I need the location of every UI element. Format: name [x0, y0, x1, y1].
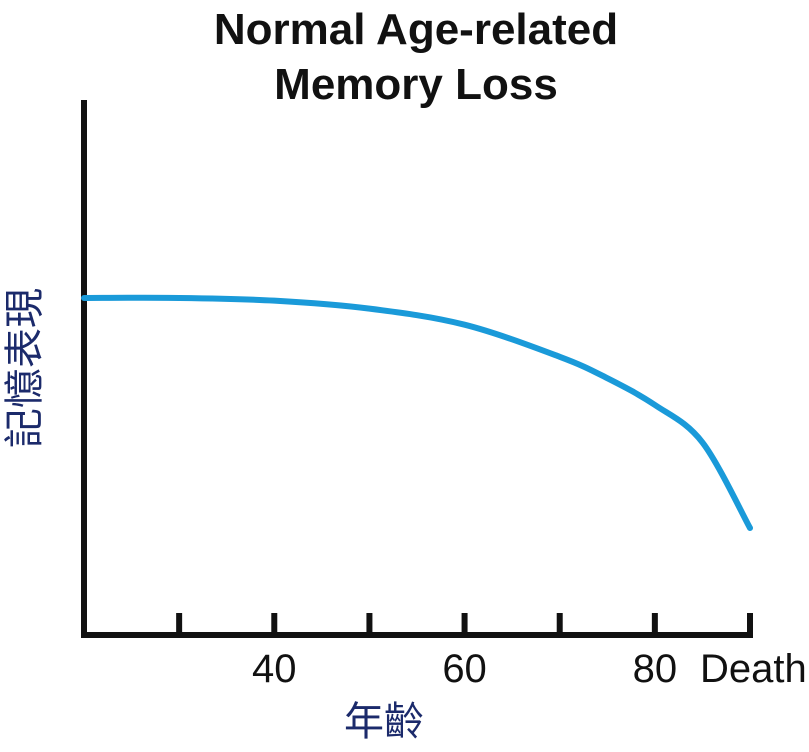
chart-title-line-2: Memory Loss — [274, 60, 558, 109]
x-tick-label: Death — [700, 647, 807, 691]
x-axis-tick-labels: 40 60 80 Death — [252, 647, 807, 691]
x-axis-label: 年齡 — [344, 699, 424, 745]
x-tick-label: 60 — [442, 647, 487, 691]
y-axis-label: 記憶表現 — [2, 288, 48, 448]
x-tick-label: 80 — [633, 647, 678, 691]
x-axis-ticks — [176, 613, 753, 635]
memory-curve-series — [81, 294, 753, 531]
chart-title-line-1: Normal Age-related — [214, 5, 618, 54]
x-tick-label: 40 — [252, 647, 297, 691]
